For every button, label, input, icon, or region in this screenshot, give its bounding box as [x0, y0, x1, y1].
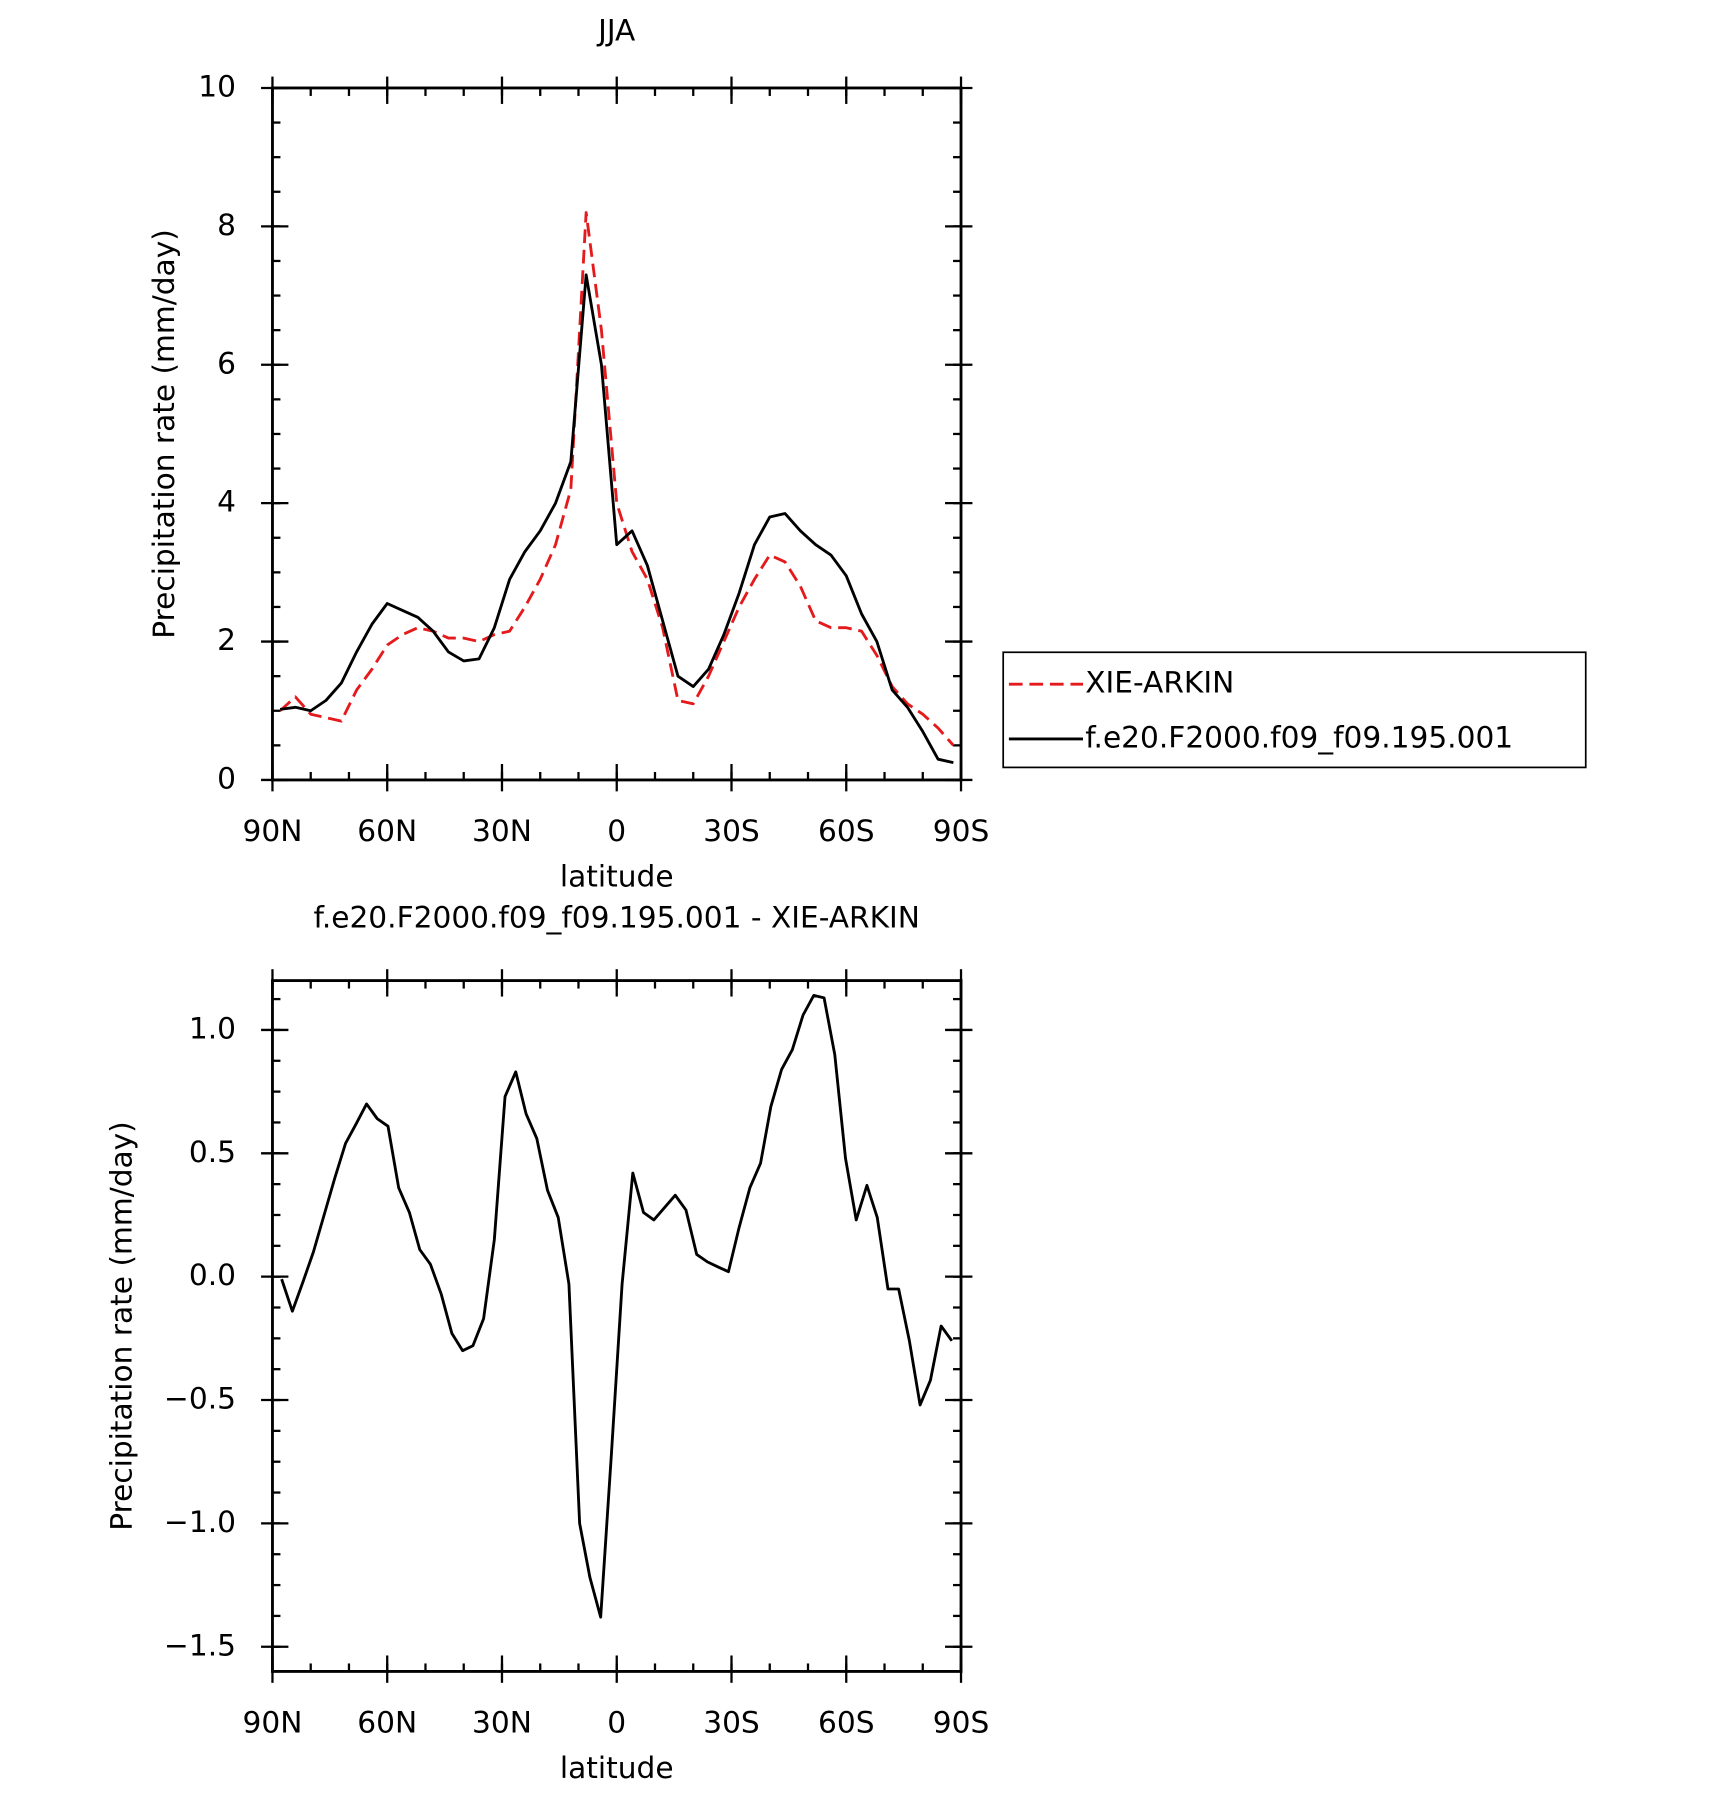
x-tick-label: 60S: [818, 1704, 875, 1739]
y-axis-label: Precipitation rate (mm/day): [104, 1121, 139, 1530]
y-tick-label: 0.5: [189, 1134, 236, 1169]
y-tick-label: 4: [217, 484, 236, 519]
x-tick-label: 30S: [703, 813, 760, 848]
x-tick-label: 90S: [933, 1704, 990, 1739]
x-tick-label: 60N: [357, 1704, 417, 1739]
x-tick-label: 0: [607, 1704, 626, 1739]
legend-label: f.e20.F2000.f09_f09.195.001: [1085, 719, 1513, 754]
series-line: [279, 211, 955, 747]
x-tick-label: 60N: [357, 813, 417, 848]
x-tick-label: 90S: [933, 813, 990, 848]
y-tick-label: 2: [217, 622, 236, 657]
chart-title: f.e20.F2000.f09_f09.195.001 - XIE-ARKIN: [314, 900, 920, 935]
x-tick-label: 90N: [243, 1704, 303, 1739]
y-tick-label: −1.0: [164, 1504, 236, 1539]
legend-box: [1002, 651, 1587, 769]
y-axis-label: Precipitation rate (mm/day): [146, 229, 181, 638]
chart: JJA latitude Precipitation rate (mm/day) 90…: [146, 13, 1587, 893]
plot-frame: [271, 86, 963, 782]
y-tick-label: 1.0: [189, 1010, 236, 1045]
y-tick-label: −1.5: [164, 1627, 236, 1662]
x-tick-label: 90N: [243, 813, 303, 848]
series-line: [280, 993, 953, 1619]
y-tick-label: 6: [217, 345, 236, 380]
x-tick-label: 0: [607, 813, 626, 848]
legend-label: XIE-ARKIN: [1085, 665, 1234, 700]
y-tick-label: 0: [217, 760, 236, 795]
x-tick-label: 30S: [703, 1704, 760, 1739]
plot-frame: [271, 979, 963, 1673]
y-tick-label: 10: [198, 68, 236, 103]
y-tick-label: −0.5: [164, 1381, 236, 1416]
y-tick-label: 8: [217, 207, 236, 242]
y-tick-label: 0.0: [189, 1257, 236, 1292]
chart-title: JJA: [596, 13, 636, 48]
x-axis-label: latitude: [560, 858, 674, 893]
series-line: [279, 273, 954, 765]
x-tick-label: 60S: [818, 813, 875, 848]
x-tick-label: 30N: [472, 1704, 532, 1739]
x-axis-label: latitude: [560, 1750, 674, 1785]
chart: f.e20.F2000.f09_f09.195.001 - XIE-ARKIN l…: [104, 900, 990, 1785]
x-tick-label: 30N: [472, 813, 532, 848]
